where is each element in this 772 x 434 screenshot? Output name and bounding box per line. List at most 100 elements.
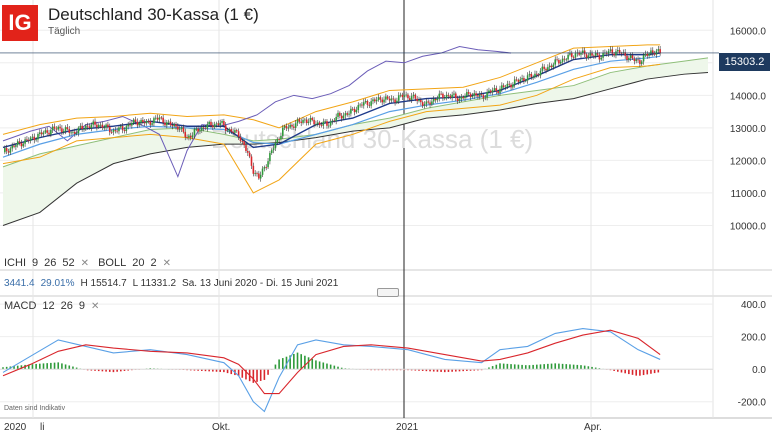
macd-histogram-bar (42, 363, 45, 370)
candle-body (617, 50, 619, 52)
candle-body (217, 123, 220, 126)
disclaimer-text: Daten sind Indikativ (4, 405, 66, 412)
candle-body (449, 95, 452, 98)
macd-histogram-bar (50, 362, 52, 370)
candle-body (396, 100, 398, 103)
candle-body (136, 121, 139, 126)
macd-histogram-bar (414, 369, 417, 371)
close-boll-icon[interactable]: ✕ (162, 258, 171, 269)
macd-histogram-bar (326, 363, 328, 370)
candle-body (536, 73, 538, 75)
ichi-label[interactable]: ICHI (4, 257, 26, 269)
candle-body (348, 113, 350, 115)
candle-body (274, 142, 277, 149)
candle-body (134, 119, 137, 122)
macd-tick-label: 0.0 (752, 365, 766, 376)
candle-body (151, 123, 153, 125)
candle-body (226, 130, 229, 132)
macd-histogram-bar (528, 365, 531, 370)
candle-body (488, 90, 490, 93)
candle-body (79, 125, 82, 128)
macd-histogram-bar (635, 369, 638, 376)
candle-body (57, 126, 60, 130)
candle-body (423, 104, 426, 106)
candle-body (287, 127, 290, 129)
candle-body (602, 52, 604, 58)
candle-body (499, 88, 501, 94)
macd-histogram-bar (72, 366, 74, 370)
chart-interval: Täglich (48, 26, 81, 37)
candle-body (370, 101, 372, 106)
pane-resize-handle[interactable] (377, 288, 399, 297)
macd-histogram-bar (547, 363, 549, 370)
macd-histogram-bar (94, 369, 96, 371)
candle-body (250, 156, 253, 166)
candle-body (97, 125, 100, 128)
candle-body (366, 101, 369, 105)
candle-body (7, 151, 10, 153)
candle-body (637, 59, 639, 61)
macd-histogram-bar (543, 364, 545, 370)
macd-histogram-bar (536, 364, 538, 370)
candle-body (591, 53, 593, 56)
close-macd-icon[interactable]: ✕ (91, 301, 100, 312)
bollinger-lower (2, 63, 661, 194)
candle-body (64, 127, 67, 131)
candle-body (339, 112, 341, 116)
candle-body (35, 139, 37, 141)
candle-body (556, 59, 558, 61)
macd-histogram-bar (57, 362, 60, 370)
candle-body (234, 130, 236, 133)
boll-label[interactable]: BOLL (98, 257, 127, 269)
macd-histogram-bar (296, 352, 299, 370)
candle-body (635, 59, 638, 62)
candle-body (361, 104, 363, 106)
macd-histogram-bar (278, 359, 280, 370)
candle-body (506, 83, 509, 87)
candle-body (383, 99, 385, 103)
candle-body (261, 168, 264, 175)
candle-body (434, 99, 437, 101)
candle-body (547, 67, 549, 71)
candle-body (132, 119, 135, 123)
macd-p1: 12 (42, 300, 55, 312)
macd-histogram-bar (506, 363, 509, 370)
macd-histogram-bar (657, 369, 660, 373)
candle-body (276, 138, 279, 143)
candle-body (55, 128, 58, 130)
candle-body (127, 124, 129, 127)
candle-body (315, 123, 317, 125)
candle-body (489, 90, 492, 93)
candle-body (351, 108, 354, 110)
candle-body (105, 124, 107, 128)
candle-body (340, 115, 343, 119)
macd-label[interactable]: MACD (4, 300, 37, 312)
candle-body (112, 130, 115, 133)
macd-histogram-bar (524, 365, 527, 370)
candle-body (213, 124, 216, 128)
candle-body (510, 84, 512, 88)
candle-body (462, 96, 464, 99)
candle-body (326, 121, 328, 126)
candle-body (120, 126, 122, 128)
candle-body (154, 117, 157, 119)
candle-body (147, 120, 150, 122)
candle-body (16, 141, 19, 146)
candle-body (484, 97, 487, 99)
ichi-p2: 26 (44, 257, 57, 269)
candle-body (409, 98, 411, 100)
candle-body (94, 121, 96, 125)
candle-body (212, 125, 214, 128)
candle-body (197, 128, 199, 132)
candle-body (316, 122, 319, 124)
candle-body (385, 96, 387, 100)
candle-body (642, 55, 645, 62)
candle-body (72, 131, 74, 133)
macd-histogram-bar (613, 369, 615, 371)
candle-body (515, 79, 518, 81)
close-ichi-icon[interactable]: ✕ (80, 258, 90, 269)
candle-body (431, 101, 433, 105)
macd-histogram-bar (39, 363, 41, 370)
macd-histogram-bar (440, 369, 442, 372)
